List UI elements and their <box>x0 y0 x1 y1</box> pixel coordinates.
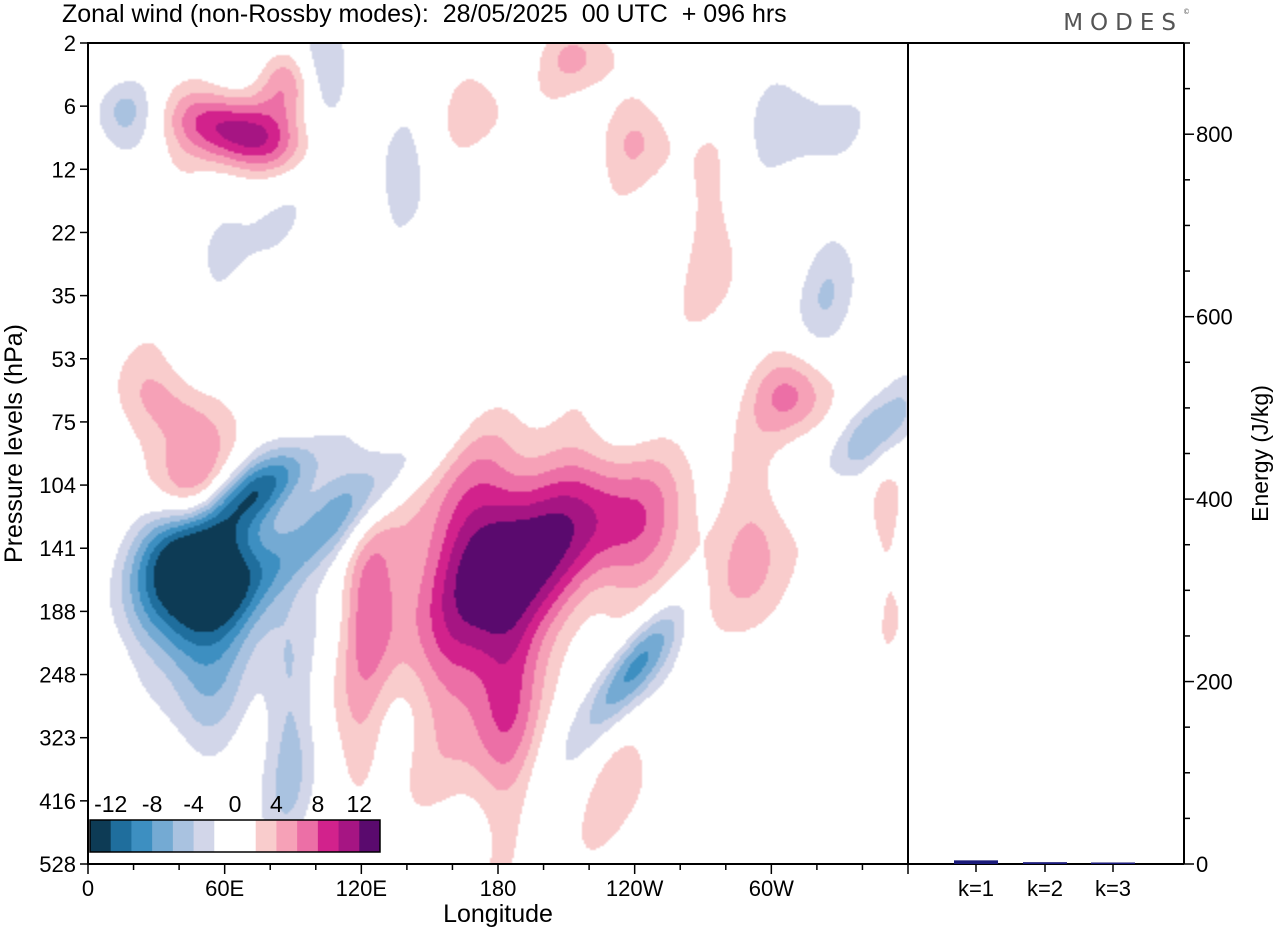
colorbar-label: 12 <box>346 791 372 817</box>
y-tick-label: 2 <box>64 31 76 56</box>
x-tick-label: 0 <box>82 876 94 901</box>
energy-tick-label: 800 <box>1196 122 1233 147</box>
colorbar-swatch <box>131 820 153 852</box>
energy-category-label: k=2 <box>1027 876 1063 901</box>
colorbar-swatch <box>276 820 298 852</box>
y-tick-label: 188 <box>39 599 76 624</box>
colorbar-legend: -12 -8 -4 0 4 8 12 <box>89 791 381 853</box>
energy-category-label: k=1 <box>958 876 994 901</box>
brand-mark: © <box>1183 8 1190 16</box>
colorbar-swatch <box>338 820 360 852</box>
y-tick-label: 22 <box>52 220 76 245</box>
energy-bars: 0 200 400 600 800 k=1 k=2 k=3 Energy (J/kg) <box>908 42 1273 901</box>
y-tick-label: 75 <box>52 410 76 435</box>
energy-category-label: k=3 <box>1095 876 1131 901</box>
y-tick-label: 528 <box>39 852 76 877</box>
chart-title: Zonal wind (non-Rossby modes): 28/05/202… <box>62 0 787 28</box>
colorbar-swatch <box>359 820 381 852</box>
y-tick-label: 53 <box>52 347 76 372</box>
colorbar-swatch <box>193 820 215 852</box>
y-tick-label: 12 <box>52 157 76 182</box>
colorbar-frame <box>89 819 381 853</box>
colorbar-label: 8 <box>311 791 324 817</box>
axis-labels: Longitude Pressure levels (hPa) <box>0 324 553 928</box>
y-axis-label: Pressure levels (hPa) <box>0 324 28 563</box>
colorbar-swatch <box>255 820 277 852</box>
energy-tick-label: 200 <box>1196 670 1233 695</box>
energy-axis-label: Energy (J/kg) <box>1247 385 1273 522</box>
modes-logo: MODES© <box>1063 8 1190 36</box>
colorbar-label: -8 <box>142 791 162 817</box>
x-tick-label: 180 <box>480 876 517 901</box>
colorbar-swatch <box>297 820 319 852</box>
zonal-wind-field <box>88 43 908 864</box>
energy-tick-label: 600 <box>1196 305 1233 330</box>
y-tick-label: 416 <box>39 789 76 814</box>
energy-bar <box>1023 862 1067 864</box>
energy-bar <box>1091 862 1135 864</box>
y-tick-label: 35 <box>52 284 76 309</box>
y-tick-label: 248 <box>39 663 76 688</box>
colorbar-swatch <box>214 820 236 852</box>
colorbar-swatch <box>317 820 340 852</box>
heatmap-field <box>88 43 908 864</box>
x-tick-label: 60E <box>205 876 244 901</box>
energy-tick-label: 0 <box>1196 852 1208 877</box>
x-tick-label: 120W <box>606 876 664 901</box>
colorbar-label: -4 <box>183 791 204 817</box>
colorbar-label: 4 <box>270 791 283 817</box>
colorbar-swatch <box>90 820 112 852</box>
x-axis-label: Longitude <box>443 900 553 928</box>
colorbar-label: 0 <box>229 791 242 817</box>
colorbar-swatch <box>110 820 132 852</box>
y-tick-label: 104 <box>39 473 76 498</box>
y-tick-label: 6 <box>64 94 76 119</box>
colorbar-swatch <box>172 820 195 852</box>
y-tick-label: 141 <box>39 536 76 561</box>
colorbar-swatch <box>152 820 174 852</box>
brand-text: MODES <box>1063 10 1183 36</box>
y-tick-label: 323 <box>39 726 76 751</box>
energy-tick-label: 400 <box>1196 487 1233 512</box>
x-tick-label: 60W <box>749 876 794 901</box>
colorbar-label: -12 <box>94 791 127 817</box>
colorbar-swatch <box>235 820 257 852</box>
x-tick-label: 120E <box>336 876 387 901</box>
energy-bar <box>954 860 998 864</box>
